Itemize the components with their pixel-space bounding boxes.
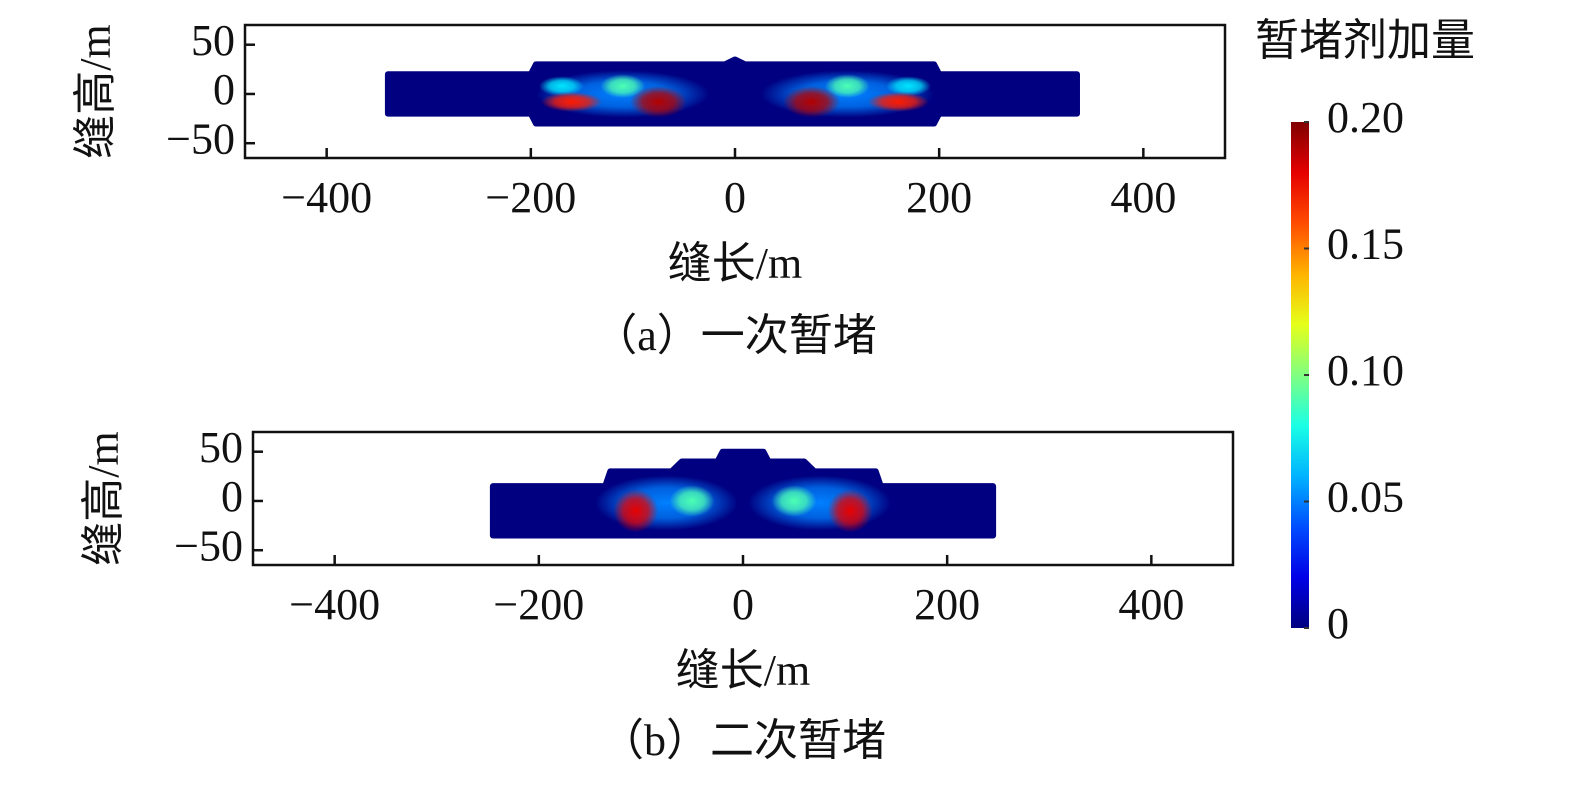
hotspot (827, 489, 873, 533)
colorbar-tick-label: 0.05 (1327, 473, 1404, 522)
x-tick-label: −200 (493, 580, 584, 629)
x-tick-label: 400 (1110, 173, 1176, 222)
hotspot (541, 91, 603, 112)
hotspot (669, 485, 715, 517)
y-axis-label: 缝高/m (71, 24, 120, 158)
y-tick-label: 0 (221, 472, 243, 521)
colorbar-tick-label: 0.20 (1327, 93, 1404, 142)
plot-area (384, 56, 1080, 127)
caption: （a）一次暂堵 (593, 311, 877, 360)
fracture-region (489, 448, 997, 539)
y-axis-label: 缝高/m (79, 431, 128, 565)
x-axis-label: 缝长/m (676, 646, 810, 695)
hotspot (629, 86, 688, 118)
x-tick-label: 400 (1118, 580, 1184, 629)
x-tick-label: 0 (724, 173, 746, 222)
x-tick-label: 200 (906, 173, 972, 222)
y-tick-label: −50 (174, 521, 243, 570)
colorbar-title: 暂堵剂加量 (1255, 16, 1475, 65)
colorbar-tick-label: 0.10 (1327, 346, 1404, 395)
hotspot (824, 74, 870, 98)
x-tick-label: 0 (732, 580, 754, 629)
plot-area (489, 448, 997, 539)
colorbar-tick-label: 0 (1327, 599, 1349, 648)
x-tick-label: 200 (914, 580, 980, 629)
y-tick-label: 50 (191, 16, 235, 65)
colorbar-tick-label: 0.15 (1327, 220, 1404, 269)
x-tick-label: −200 (485, 173, 576, 222)
caption: （b）二次暂堵 (600, 716, 886, 765)
hotspot (613, 489, 659, 533)
hotspot (600, 74, 646, 98)
hotspot (771, 485, 817, 517)
y-tick-label: 0 (213, 65, 235, 114)
hotspot (539, 76, 584, 96)
fracture-region (384, 56, 1080, 127)
x-tick-label: −400 (289, 580, 380, 629)
hotspot (782, 86, 841, 118)
x-tick-label: −400 (281, 173, 372, 222)
y-tick-label: −50 (166, 114, 235, 163)
hotspot (867, 91, 929, 112)
y-tick-label: 50 (199, 423, 243, 472)
x-axis-label: 缝长/m (668, 239, 802, 288)
hotspot (886, 76, 932, 96)
